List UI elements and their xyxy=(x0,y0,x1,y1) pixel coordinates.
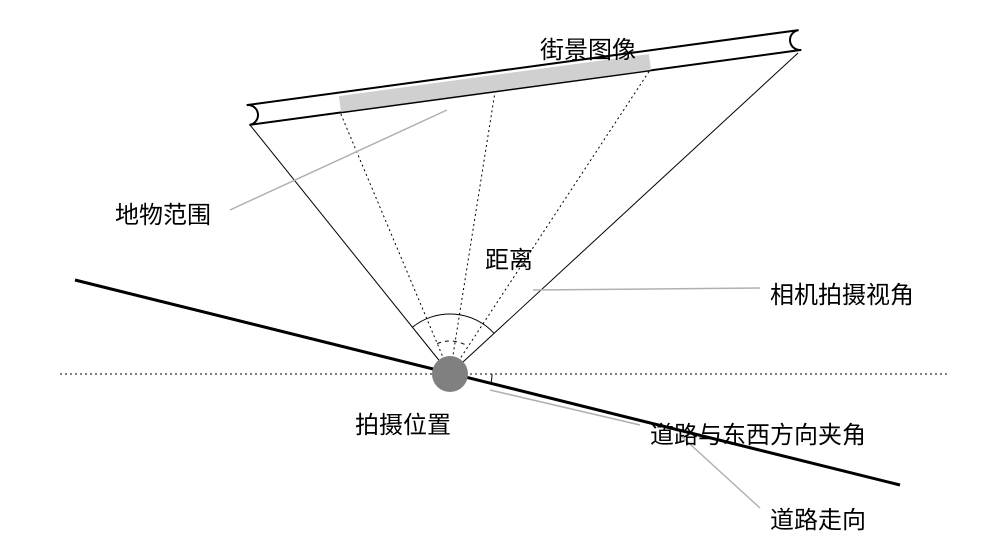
center-distance-ray xyxy=(450,92,495,374)
leader-ground-range xyxy=(230,110,447,210)
label-distance: 距离 xyxy=(485,240,533,275)
label-ground-range: 地物范围 xyxy=(115,195,211,230)
label-camera-fov: 相机拍摄视角 xyxy=(770,275,914,310)
label-road-ew-angle: 道路与东西方向夹角 xyxy=(650,415,866,450)
label-shoot-pos: 拍摄位置 xyxy=(355,405,451,440)
road-direction-line xyxy=(75,280,900,485)
ground-ray-right xyxy=(450,70,650,374)
camera-position-marker xyxy=(432,356,468,392)
fov-outer-arc xyxy=(412,314,494,333)
fov-inner-arc xyxy=(437,341,468,346)
fov-ray-left xyxy=(250,125,450,374)
leader-ew-angle xyxy=(490,390,640,425)
fov-ray-right xyxy=(450,53,798,374)
diagram-stage: 街景图像地物范围距离相机拍摄视角拍摄位置 道路与东西方向夹角道路走向 xyxy=(0,0,1000,544)
label-road-dir: 道路走向 xyxy=(770,500,866,535)
label-title-top: 街景图像 xyxy=(540,30,636,65)
leader-camera-fov xyxy=(533,288,760,290)
